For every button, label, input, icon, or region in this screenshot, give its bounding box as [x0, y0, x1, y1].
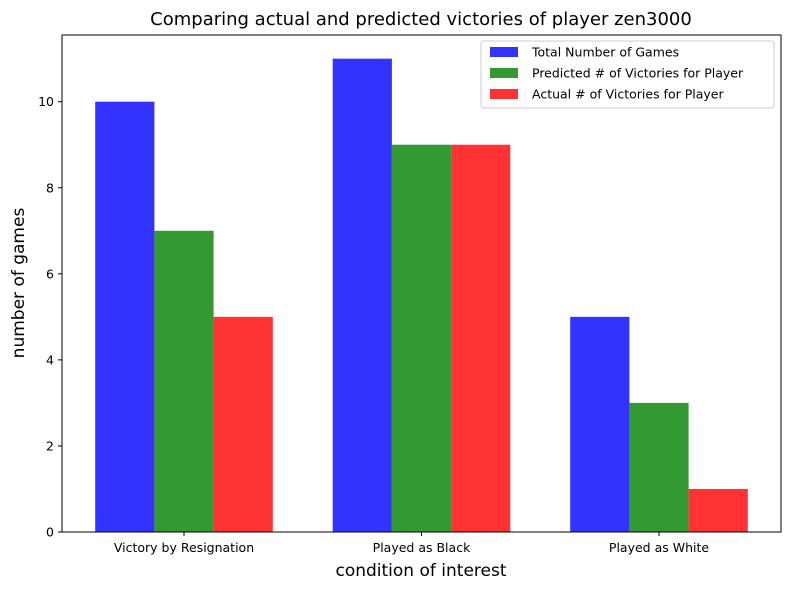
y-tick-label: 8 [46, 180, 54, 195]
legend-swatch [490, 68, 518, 78]
bar-1-2 [332, 58, 392, 533]
legend-label: Total Number of Games [531, 45, 679, 60]
bar-2-2 [391, 144, 452, 532]
legend-label: Predicted # of Victories for Player [532, 66, 744, 81]
y-tick-label: 10 [38, 94, 54, 109]
bar-2-1 [154, 230, 214, 532]
legend-frame [480, 40, 775, 109]
legend-swatch [490, 47, 518, 57]
bar-1-1 [95, 101, 155, 533]
bar-3-1 [213, 316, 273, 532]
y-tick-label: 2 [46, 438, 54, 453]
bars-group [95, 58, 748, 533]
y-tick-label: 4 [46, 352, 54, 367]
chart-title: Comparing actual and predicted victories… [150, 9, 692, 30]
bar-1-3 [570, 316, 630, 532]
legend-swatch [490, 89, 518, 99]
bar-3-2 [451, 144, 511, 532]
bar-3-3 [688, 488, 748, 532]
x-tick-label: Played as Black [373, 540, 471, 555]
x-axis: Victory by Resignation Played as Black Pla… [114, 532, 709, 555]
bar-2-3 [629, 402, 689, 532]
y-tick-label: 6 [46, 266, 54, 281]
y-tick-label: 0 [46, 525, 54, 540]
x-tick-label: Played as White [609, 540, 709, 555]
x-axis-label: condition of interest [335, 561, 506, 581]
y-axis: 0 2 4 6 8 10 [38, 94, 62, 540]
y-axis-label: number of games [9, 208, 29, 359]
legend-label: Actual # of Victories for Player [532, 87, 724, 102]
x-tick-label: Victory by Resignation [114, 540, 254, 555]
legend: Total Number of Games Predicted # of Vict… [480, 40, 775, 109]
